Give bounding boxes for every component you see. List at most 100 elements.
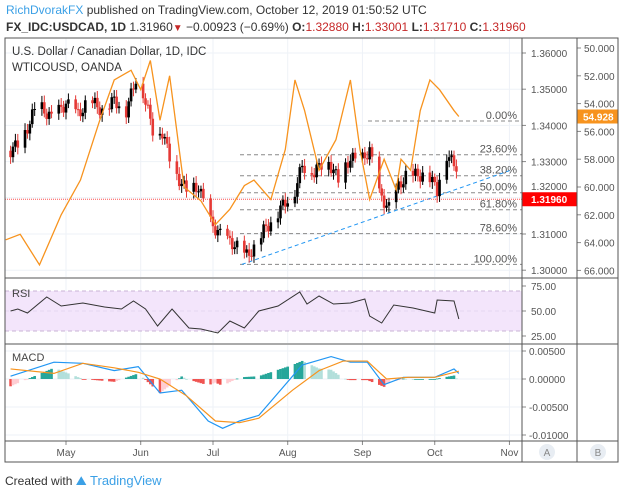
candle-down bbox=[370, 147, 374, 157]
candle-up bbox=[28, 124, 32, 134]
open-value: 1.32880 bbox=[305, 20, 349, 34]
macd-histogram-bar bbox=[83, 379, 87, 380]
candle-up bbox=[332, 169, 335, 174]
macd-histogram-bar bbox=[26, 379, 29, 380]
macd-histogram-bar bbox=[151, 379, 155, 387]
candle-up bbox=[216, 229, 220, 236]
macd-histogram-bar bbox=[334, 373, 338, 379]
macd-histogram-bar bbox=[455, 378, 458, 380]
macd-histogram-bar bbox=[209, 379, 212, 385]
candle-down bbox=[209, 198, 212, 217]
candle-up bbox=[252, 244, 256, 257]
macd-histogram-bar bbox=[435, 378, 439, 380]
macd-histogram-bar bbox=[100, 379, 104, 381]
macd-histogram-bar bbox=[74, 376, 77, 379]
rsi-band bbox=[5, 290, 522, 332]
macd-histogram-bar bbox=[387, 379, 391, 383]
candle-down bbox=[144, 98, 147, 105]
macd-histogram-bar bbox=[399, 379, 403, 380]
candle-down bbox=[16, 140, 20, 148]
time-axis-label: Jul bbox=[207, 448, 220, 459]
macd-histogram-bar bbox=[351, 379, 355, 381]
macd-histogram-bar bbox=[43, 371, 46, 379]
macd-histogram-bar bbox=[64, 372, 68, 379]
candle-down bbox=[91, 100, 94, 104]
macd-label: MACD bbox=[12, 352, 44, 364]
candle-up bbox=[286, 203, 290, 207]
macd-histogram-bar bbox=[450, 375, 453, 379]
scale-a-button[interactable] bbox=[539, 444, 555, 460]
candle-up bbox=[431, 176, 434, 183]
macd-histogram-bar bbox=[243, 377, 246, 379]
candle-down bbox=[96, 97, 99, 108]
scale-b-button[interactable] bbox=[590, 444, 606, 460]
tradingview-logo[interactable]: ⛰ TradingView bbox=[76, 473, 162, 488]
candle-down bbox=[26, 130, 29, 134]
macd-histogram-bar bbox=[30, 377, 34, 379]
axes[interactable]: 1.36000 1.35000 1.34000 1.33000 1.32000 1.310… bbox=[57, 44, 618, 459]
candle-up bbox=[93, 97, 97, 104]
candle-up bbox=[197, 191, 200, 193]
author-link[interactable]: RichDvorakFX bbox=[6, 3, 84, 17]
rsi-label: RSI bbox=[12, 288, 30, 300]
publish-info: RichDvorakFX published on TradingView.co… bbox=[6, 3, 427, 17]
candle-up bbox=[361, 152, 364, 159]
macd-histogram-bar bbox=[445, 376, 449, 379]
change-value: −0.00923 (−0.69%) bbox=[186, 20, 289, 34]
candle-down bbox=[399, 181, 403, 188]
time-axis-label: Sep bbox=[354, 448, 372, 459]
candle-up bbox=[387, 202, 391, 206]
candle-up bbox=[259, 238, 263, 245]
frame-border bbox=[4, 37, 619, 463]
candle-down bbox=[194, 182, 198, 192]
overlay-title: WTICOUSD, OANDA bbox=[12, 62, 122, 74]
candle-up bbox=[421, 172, 424, 182]
macd-histogram-bar bbox=[9, 379, 12, 387]
candle-down bbox=[146, 104, 150, 106]
macd-histogram-bar bbox=[433, 379, 437, 380]
candle-down bbox=[411, 170, 415, 176]
wti-axis-label: 52.000 bbox=[584, 72, 615, 83]
fib-level-label: 50.00% bbox=[480, 182, 518, 194]
high-label: H: bbox=[352, 20, 365, 34]
macd-histogram-bar bbox=[370, 379, 374, 383]
macd-histogram-bar bbox=[298, 361, 302, 379]
time-axis-label: Jun bbox=[133, 448, 149, 459]
macd-histogram-bar bbox=[93, 379, 97, 381]
macd-signal-line bbox=[10, 360, 459, 424]
macd-histogram-bar bbox=[438, 378, 441, 379]
macd-histogram-bar bbox=[269, 372, 273, 379]
macd-histogram-bar bbox=[202, 379, 205, 384]
candle-up bbox=[385, 205, 388, 208]
macd-histogram-bar bbox=[320, 368, 323, 379]
macd-histogram-bar bbox=[250, 376, 253, 379]
trendline[interactable] bbox=[241, 170, 510, 265]
candle-up bbox=[327, 161, 330, 170]
macd-histogram-bar bbox=[144, 379, 147, 380]
macd-histogram-bar bbox=[286, 366, 290, 379]
price-axis-label: 1.32000 bbox=[531, 182, 568, 193]
rsi-line bbox=[10, 291, 460, 334]
candle-down bbox=[50, 111, 53, 114]
candle-up bbox=[163, 137, 167, 139]
candle-down bbox=[108, 108, 111, 110]
macd-histogram-bar bbox=[317, 368, 321, 379]
tradingview-logo-icon: ⛰ bbox=[75, 473, 87, 488]
macd-histogram-bar bbox=[110, 379, 114, 382]
macd-histogram-bar bbox=[264, 373, 268, 379]
macd-histogram-bar bbox=[310, 365, 314, 379]
candle-up bbox=[447, 157, 451, 161]
macd-axis-label: -0.01000 bbox=[529, 431, 569, 442]
macd-histogram-bar bbox=[108, 379, 111, 382]
macd-histogram-bar bbox=[329, 369, 333, 379]
candle-up bbox=[351, 152, 355, 161]
current-price-tag-label: 1.31960 bbox=[531, 195, 568, 206]
candle-down bbox=[124, 106, 128, 118]
candle-down bbox=[353, 152, 357, 159]
indicators bbox=[9, 291, 460, 429]
time-axis-label: May bbox=[57, 448, 76, 459]
rsi-axis-label: 50.00 bbox=[531, 307, 556, 318]
down-arrow-icon: ▼ bbox=[172, 23, 183, 34]
candle-down bbox=[175, 161, 179, 174]
